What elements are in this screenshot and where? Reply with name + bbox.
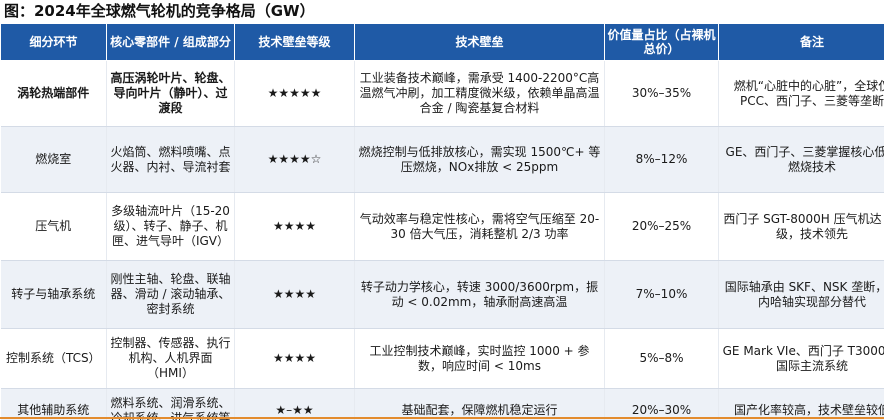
cell-segment: 燃烧室: [0, 126, 107, 193]
cell-segment: 控制系统（TCS）: [0, 328, 107, 389]
header-components: 核心零部件 / 组成部分: [106, 23, 235, 61]
table-row: 涡轮热端部件 高压涡轮叶片、轮盘、导向叶片（静叶）、过渡段 ★★★★★ 工业装备…: [0, 60, 884, 127]
header-share: 价值量占比（占裸机总价）: [604, 23, 719, 61]
cell-share: 7%–10%: [604, 260, 719, 329]
page-title: 图：2024年全球燃气轮机的竞争格局（GW）: [4, 2, 315, 20]
cell-note: 国际轴承由 SKF、NSK 垄断，国内哈轴实现部分替代: [718, 260, 884, 329]
cell-components: 刚性主轴、轮盘、联轴器、滑动 / 滚动轴承、密封系统: [106, 260, 235, 329]
bottom-divider: [0, 417, 884, 419]
table-row: 燃烧室 火焰筒、燃料喷嘴、点火器、内衬、导流衬套 ★★★★☆ 燃烧控制与低排放核…: [0, 126, 884, 193]
cell-components: 燃料系统、润滑系统、冷却系统、进气系统等: [106, 388, 235, 420]
cell-share: 30%–35%: [604, 60, 719, 127]
cell-segment: 其他辅助系统: [0, 388, 107, 420]
cell-barrier: 转子动力学核心，转速 3000/3600rpm，振动 < 0.02mm，轴承耐高…: [354, 260, 605, 329]
cell-segment: 转子与轴承系统: [0, 260, 107, 329]
cell-segment: 涡轮热端部件: [0, 60, 107, 127]
cell-share: 20%–30%: [604, 388, 719, 420]
table-row: 压气机 多级轴流叶片（15-20 级）、转子、静子、机匣、进气导叶（IGV） ★…: [0, 192, 884, 261]
cell-note: 燃机“心脏中的心脏”，全球仅 PCC、西门子、三菱等垄断: [718, 60, 884, 127]
cell-note: 国产化率较高，技术壁垒较低: [718, 388, 884, 420]
cell-barrier: 工业装备技术巅峰，需承受 1400-2200°C高温燃气冲刷，加工精度微米级，依…: [354, 60, 605, 127]
cell-share: 5%–8%: [604, 328, 719, 389]
cell-components: 控制器、传感器、执行机构、人机界面（HMI）: [106, 328, 235, 389]
header-segment: 细分环节: [0, 23, 107, 61]
competition-table: 细分环节 核心零部件 / 组成部分 技术壁垒等级 技术壁垒 价值量占比（占裸机总…: [0, 23, 884, 420]
cell-level: ★★★★: [234, 328, 355, 389]
cell-level: ★★★★★: [234, 60, 355, 127]
header-barrier: 技术壁垒: [354, 23, 605, 61]
header-note: 备注: [718, 23, 884, 61]
cell-share: 20%–25%: [604, 192, 719, 261]
cell-share: 8%–12%: [604, 126, 719, 193]
cell-level: ★–★★: [234, 388, 355, 420]
cell-note: GE Mark VIe、西门子 T3000 为国际主流系统: [718, 328, 884, 389]
cell-barrier: 气动效率与稳定性核心，需将空气压缩至 20-30 倍大气压，消耗整机 2/3 功…: [354, 192, 605, 261]
cell-barrier: 基础配套，保障燃机稳定运行: [354, 388, 605, 420]
cell-note: GE、西门子、三菱掌握核心低氮燃烧技术: [718, 126, 884, 193]
cell-level: ★★★★☆: [234, 126, 355, 193]
table-header-row: 细分环节 核心零部件 / 组成部分 技术壁垒等级 技术壁垒 价值量占比（占裸机总…: [0, 23, 884, 61]
cell-level: ★★★★: [234, 192, 355, 261]
cell-note: 西门子 SGT-8000H 压气机达 31 级，技术领先: [718, 192, 884, 261]
table-row: 转子与轴承系统 刚性主轴、轮盘、联轴器、滑动 / 滚动轴承、密封系统 ★★★★ …: [0, 260, 884, 329]
cell-components: 火焰筒、燃料喷嘴、点火器、内衬、导流衬套: [106, 126, 235, 193]
cell-segment: 压气机: [0, 192, 107, 261]
header-level: 技术壁垒等级: [234, 23, 355, 61]
cell-barrier: 工业控制技术巅峰，实时监控 1000 + 参数，响应时间 < 10ms: [354, 328, 605, 389]
table-row: 控制系统（TCS） 控制器、传感器、执行机构、人机界面（HMI） ★★★★ 工业…: [0, 328, 884, 389]
cell-components: 多级轴流叶片（15-20 级）、转子、静子、机匣、进气导叶（IGV）: [106, 192, 235, 261]
cell-components: 高压涡轮叶片、轮盘、导向叶片（静叶）、过渡段: [106, 60, 235, 127]
cell-barrier: 燃烧控制与低排放核心，需实现 1500℃+ 等压燃烧，NOx排放 < 25ppm: [354, 126, 605, 193]
cell-level: ★★★★: [234, 260, 355, 329]
table-row: 其他辅助系统 燃料系统、润滑系统、冷却系统、进气系统等 ★–★★ 基础配套，保障…: [0, 388, 884, 420]
